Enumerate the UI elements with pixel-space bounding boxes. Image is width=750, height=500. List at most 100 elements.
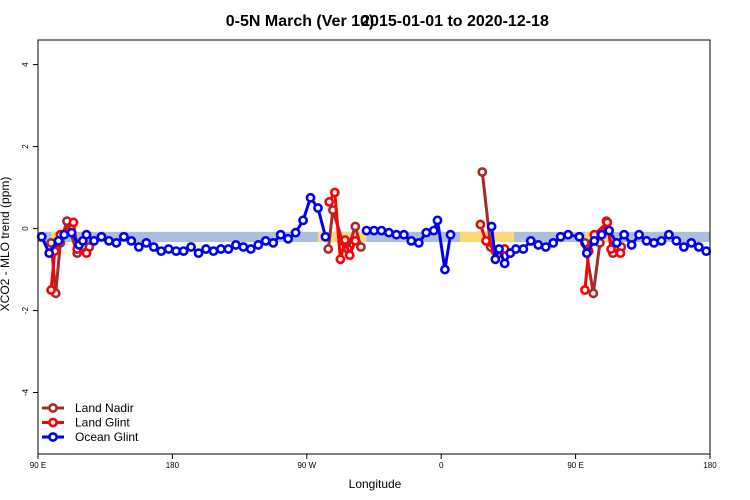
land-glint-point [615, 248, 626, 259]
ocean-glint-point [664, 229, 674, 240]
land-glint-point [344, 250, 355, 261]
ocean-glint-point [283, 233, 294, 244]
ocean-glint-point [111, 238, 122, 248]
ocean-glint-point [320, 231, 331, 242]
ocean-glint-point [369, 225, 379, 236]
land-nadir-point [323, 244, 334, 254]
ocean-glint-point [171, 246, 182, 256]
ocean-glint-point [163, 244, 174, 254]
ocean-glint-point [59, 229, 70, 240]
ocean-glint-point [499, 258, 510, 269]
ocean-glint-point [611, 238, 622, 248]
ocean-glint-point [361, 225, 372, 236]
ocean-glint-point [89, 235, 99, 246]
y-tick-label: 0 [21, 226, 30, 231]
land-glint-point [606, 244, 616, 254]
ocean-glint-point [104, 235, 114, 246]
ocean-glint-point [413, 238, 424, 248]
land-glint-point [81, 248, 92, 259]
y-axis-label: XCO2 - MLO trend (ppm) [0, 177, 12, 312]
y-tick-label: -2 [21, 306, 30, 314]
ocean-glint-point [589, 235, 600, 246]
ocean-glint-point [66, 227, 77, 238]
ocean-glint-point [384, 227, 394, 238]
ocean-glint-point [245, 244, 256, 254]
land-glint-point [340, 235, 350, 245]
ocean-glint-point [223, 244, 234, 254]
land-glint-point [350, 235, 361, 246]
ocean-glint-point [445, 229, 456, 240]
land-nadir-point [588, 288, 599, 299]
land-nadir-point [356, 242, 366, 252]
ocean-glint-point [398, 229, 409, 240]
ocean-glint-point [540, 242, 551, 252]
ocean-glint-point [36, 231, 47, 242]
ocean-glint-point [148, 242, 159, 252]
ocean-glint-point [432, 215, 443, 226]
ocean-glint-point [96, 231, 107, 242]
ocean-glint-point [186, 242, 196, 252]
ocean-glint-point [494, 244, 504, 254]
ocean-glint-point [510, 244, 521, 254]
series-group [36, 167, 712, 299]
x-axis-label: Longitude [349, 477, 402, 491]
ocean-glint-point [238, 242, 249, 252]
ocean-glint-point [563, 229, 574, 240]
ocean-range-band [38, 231, 710, 243]
land-nadir-point [350, 221, 361, 232]
legend-land-nadir-marker [48, 403, 58, 413]
ocean-glint-point [486, 221, 497, 232]
ocean-glint-point [634, 229, 644, 240]
ocean-glint-point [656, 235, 667, 246]
ocean-glint-point [391, 229, 402, 240]
y-tick-label: -4 [21, 388, 30, 396]
y-tick-label: 4 [21, 62, 30, 67]
x-tick-label: 90 E [567, 461, 583, 470]
ocean-glint-point [678, 242, 689, 252]
x-tick-label: 180 [703, 461, 717, 470]
ocean-glint-point [193, 248, 204, 259]
ocean-glint-point [230, 240, 241, 250]
x-tick-label: 90 E [30, 461, 46, 470]
ocean-glint-point [533, 240, 544, 250]
x-tick-label: 90 W [297, 461, 316, 470]
ocean-glint-point [298, 215, 308, 226]
ocean-glint-point [156, 246, 167, 256]
land-glint-point [602, 217, 613, 228]
ocean-glint-point [555, 231, 566, 242]
ocean-glint-point [574, 231, 585, 242]
land-glint-point [329, 187, 340, 198]
ocean-glint-point [141, 238, 152, 248]
legend-land-nadir-label: Land Nadir [75, 401, 134, 415]
ocean-glint-point [216, 244, 226, 254]
ocean-glint-point [686, 238, 697, 248]
ocean-glint-point [619, 229, 630, 240]
ocean-glint-point [53, 235, 64, 246]
ocean-glint-point [428, 225, 439, 236]
ocean-glint-point [626, 240, 637, 250]
ocean-glint-point [490, 254, 501, 265]
ocean-glint-point [604, 225, 615, 236]
land-glint-point [580, 285, 590, 295]
land-nadir-point [477, 167, 488, 177]
x-tick-label: 0 [439, 461, 444, 470]
chart-title-dates: 2015-01-01 to 2020-12-18 [361, 13, 549, 30]
ocean-glint-point [133, 242, 144, 252]
chart-title-main: 0-5N March (Ver 10) [226, 13, 375, 30]
ocean-glint-point [701, 246, 712, 256]
ocean-glint-point [671, 235, 682, 246]
plot-frame [37, 39, 711, 455]
y-axis: -4 -2 0 2 4 [21, 62, 38, 396]
land-glint-point [68, 217, 79, 228]
ocean-glint-point [421, 227, 432, 238]
ocean-glint-point [376, 225, 387, 236]
ocean-glint-point [440, 264, 450, 275]
land-glint-point [335, 254, 346, 265]
legend-ocean-glint-marker [48, 432, 58, 442]
ocean-glint-point [44, 248, 55, 259]
ocean-glint-point [268, 238, 279, 248]
x-axis: 90 E 180 90 W 0 90 E 180 [30, 454, 717, 470]
y-tick-label: 2 [21, 144, 30, 149]
